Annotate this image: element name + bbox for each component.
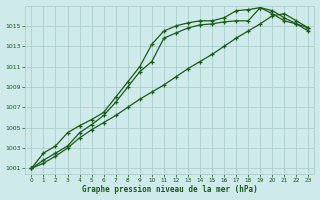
X-axis label: Graphe pression niveau de la mer (hPa): Graphe pression niveau de la mer (hPa) — [82, 185, 258, 194]
